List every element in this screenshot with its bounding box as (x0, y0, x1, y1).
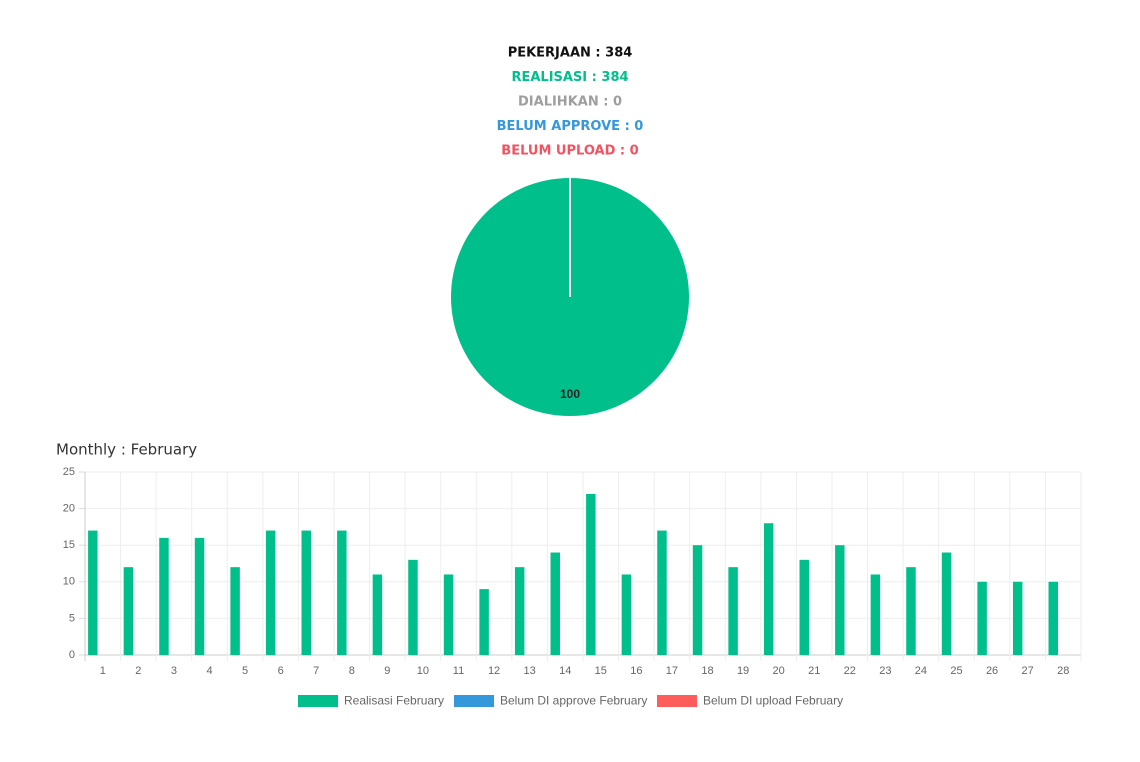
x-tick-label: 9 (384, 665, 390, 677)
legend-swatch (657, 695, 697, 707)
bar (408, 559, 418, 655)
x-tick-label: 8 (349, 665, 355, 677)
x-tick-label: 6 (278, 665, 284, 677)
y-tick-label: 10 (63, 576, 75, 588)
x-tick-label: 2 (135, 665, 141, 677)
bar (621, 574, 632, 655)
x-tick-label: 27 (1022, 665, 1034, 677)
bar (372, 574, 383, 655)
bar (337, 530, 347, 655)
x-tick-label: 12 (488, 665, 500, 677)
x-tick-label: 25 (950, 665, 962, 677)
summary-line: DIALIHKAN : 0 (518, 95, 622, 110)
x-tick-label: 16 (630, 665, 642, 677)
bar (1048, 581, 1058, 655)
x-tick-label: 10 (417, 665, 429, 677)
bar (1012, 581, 1023, 655)
bar (835, 545, 845, 655)
x-tick-label: 13 (524, 665, 536, 677)
bar (692, 545, 703, 655)
bar (586, 493, 596, 655)
summary-line: PEKERJAAN : 384 (508, 46, 633, 61)
summary-line: BELUM UPLOAD : 0 (501, 144, 638, 159)
bar (123, 567, 134, 655)
bar-chart-title: Monthly : February (56, 441, 197, 459)
legend-label: Belum DI upload February (703, 694, 843, 708)
x-tick-label: 21 (808, 665, 820, 677)
bar (194, 537, 205, 655)
pie-value-label: 100 (560, 387, 580, 401)
x-tick-label: 20 (773, 665, 785, 677)
bar (230, 567, 240, 655)
x-tick-label: 15 (595, 665, 607, 677)
bar (941, 552, 952, 655)
bar (657, 530, 667, 655)
y-tick-label: 0 (69, 649, 75, 661)
x-tick-label: 28 (1057, 665, 1069, 677)
y-tick-label: 5 (69, 612, 75, 624)
x-tick-label: 23 (879, 665, 891, 677)
legend-swatch (454, 695, 494, 707)
x-tick-label: 24 (915, 665, 927, 677)
y-tick-label: 15 (63, 539, 75, 551)
bar (88, 530, 98, 655)
bar (159, 537, 169, 655)
summary-line: BELUM APPROVE : 0 (497, 119, 644, 134)
bar (870, 574, 881, 655)
y-tick-label: 20 (63, 503, 75, 515)
legend-swatch (298, 695, 338, 707)
bar (728, 567, 738, 655)
bar (265, 530, 276, 655)
x-tick-label: 11 (453, 665, 464, 677)
x-tick-label: 22 (844, 665, 856, 677)
legend-label: Realisasi February (344, 694, 444, 708)
x-tick-label: 14 (559, 665, 571, 677)
x-tick-label: 1 (100, 665, 106, 677)
bar (443, 574, 454, 655)
bar (799, 559, 809, 655)
x-tick-label: 17 (666, 665, 678, 677)
bar (479, 589, 489, 655)
bar (906, 567, 916, 655)
x-tick-label: 19 (737, 665, 749, 677)
x-tick-label: 26 (986, 665, 998, 677)
bar (977, 581, 987, 655)
legend-label: Belum DI approve February (500, 694, 647, 708)
bar (763, 523, 774, 655)
x-tick-label: 18 (701, 665, 713, 677)
bar (550, 552, 560, 655)
y-tick-label: 25 (63, 466, 75, 478)
x-tick-label: 5 (242, 665, 248, 677)
bar (301, 530, 311, 655)
summary-line: REALISASI : 384 (511, 70, 628, 85)
bar (514, 567, 525, 655)
x-tick-label: 7 (313, 665, 319, 677)
x-tick-label: 3 (171, 665, 177, 677)
x-tick-label: 4 (206, 665, 212, 677)
